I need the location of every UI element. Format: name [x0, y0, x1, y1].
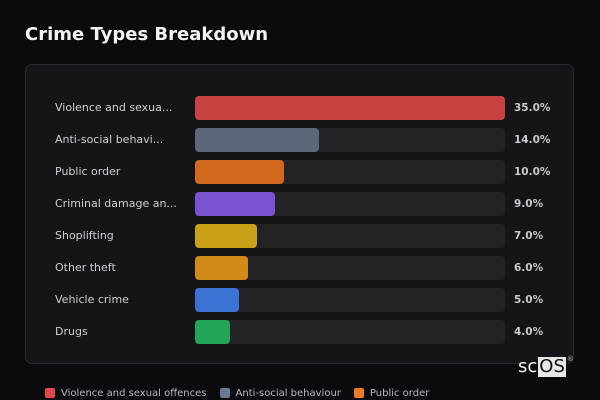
bar-value: 14.0%	[514, 134, 551, 146]
bar-fill[interactable]	[195, 224, 257, 248]
bar-value: 7.0%	[514, 230, 544, 242]
bar-fill[interactable]	[195, 128, 319, 152]
bar-fill[interactable]	[195, 288, 239, 312]
bar-label: Public order	[55, 165, 121, 178]
bar-row[interactable]: Shoplifting 7.0%	[26, 224, 573, 248]
bar-track	[195, 320, 505, 344]
bar-row[interactable]: Vehicle crime 5.0%	[26, 288, 573, 312]
bar-row[interactable]: Public order 10.0%	[26, 160, 573, 184]
bar-fill[interactable]	[195, 96, 505, 120]
bar-fill[interactable]	[195, 320, 230, 344]
bar-track	[195, 160, 505, 184]
bar-label: Drugs	[55, 325, 88, 338]
bar-fill[interactable]	[195, 160, 284, 184]
bar-track	[195, 128, 505, 152]
scos-watermark-logo: sc OS ®	[518, 355, 574, 377]
bar-track	[195, 288, 505, 312]
bar-label: Criminal damage an...	[55, 197, 177, 210]
bar-label: Vehicle crime	[55, 293, 129, 306]
registered-icon: ®	[566, 355, 574, 363]
legend-item[interactable]: Violence and sexual offences	[45, 388, 207, 399]
legend-swatch-icon	[219, 388, 230, 398]
bar-row[interactable]: Anti-social behavi... 14.0%	[26, 128, 573, 152]
legend-item[interactable]: Anti-social behaviour	[219, 387, 341, 399]
bar-value: 9.0%	[514, 198, 544, 210]
bar-value: 5.0%	[514, 294, 544, 306]
bar-value: 35.0%	[514, 102, 551, 114]
legend-label: Anti-social behaviour	[235, 387, 341, 399]
bar-value: 6.0%	[514, 262, 544, 274]
chart-title: Crime Types Breakdown	[25, 24, 269, 45]
legend-label: Violence and sexual offences	[61, 387, 207, 399]
chart-card: Violence and sexua... 35.0% Anti-social be…	[25, 64, 574, 364]
bar-value: 10.0%	[514, 166, 551, 178]
bar-label: Shoplifting	[55, 229, 114, 242]
bar-row[interactable]: Violence and sexua... 35.0%	[26, 96, 573, 120]
legend-swatch-icon	[353, 388, 364, 398]
bar-fill[interactable]	[195, 256, 248, 280]
bar-fill[interactable]	[195, 192, 275, 216]
bar-track	[195, 256, 505, 280]
legend-label: Public order	[369, 387, 430, 399]
bar-value: 4.0%	[514, 326, 544, 338]
bar-row[interactable]: Criminal damage an... 9.0%	[26, 192, 573, 216]
chart-legend: Violence and sexual offences Anti-social …	[45, 386, 442, 400]
bar-row[interactable]: Other theft 6.0%	[26, 256, 573, 280]
bar-label: Violence and sexua...	[55, 101, 173, 114]
bar-track	[195, 224, 505, 248]
bar-track	[195, 192, 505, 216]
bar-label: Anti-social behavi...	[55, 133, 164, 146]
bar-label: Other theft	[55, 261, 116, 274]
bar-row[interactable]: Drugs 4.0%	[26, 320, 573, 344]
legend-item[interactable]: Public order	[353, 387, 430, 399]
bar-track	[195, 96, 505, 120]
legend-swatch-icon	[45, 388, 55, 398]
watermark-sc: sc	[518, 356, 538, 377]
watermark-os: OS	[538, 356, 566, 377]
